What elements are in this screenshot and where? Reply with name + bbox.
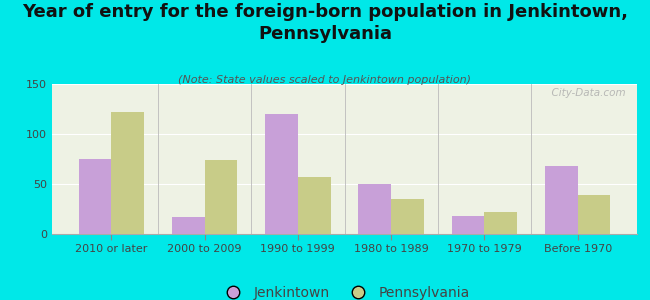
Bar xyxy=(545,166,578,234)
Text: City-Data.com: City-Data.com xyxy=(545,88,625,98)
Text: Year of entry for the foreign-born population in Jenkintown,
Pennsylvania: Year of entry for the foreign-born popul… xyxy=(22,3,628,43)
Legend: Jenkintown, Pennsylvania: Jenkintown, Pennsylvania xyxy=(214,280,475,300)
Bar xyxy=(578,195,610,234)
Bar xyxy=(265,114,298,234)
Bar xyxy=(484,212,517,234)
Bar xyxy=(79,159,111,234)
Bar xyxy=(391,199,424,234)
Bar xyxy=(172,217,205,234)
Bar xyxy=(205,160,237,234)
Text: (Note: State values scaled to Jenkintown population): (Note: State values scaled to Jenkintown… xyxy=(179,75,471,85)
Bar xyxy=(452,216,484,234)
Bar xyxy=(111,112,144,234)
Bar xyxy=(298,177,330,234)
Bar xyxy=(359,184,391,234)
